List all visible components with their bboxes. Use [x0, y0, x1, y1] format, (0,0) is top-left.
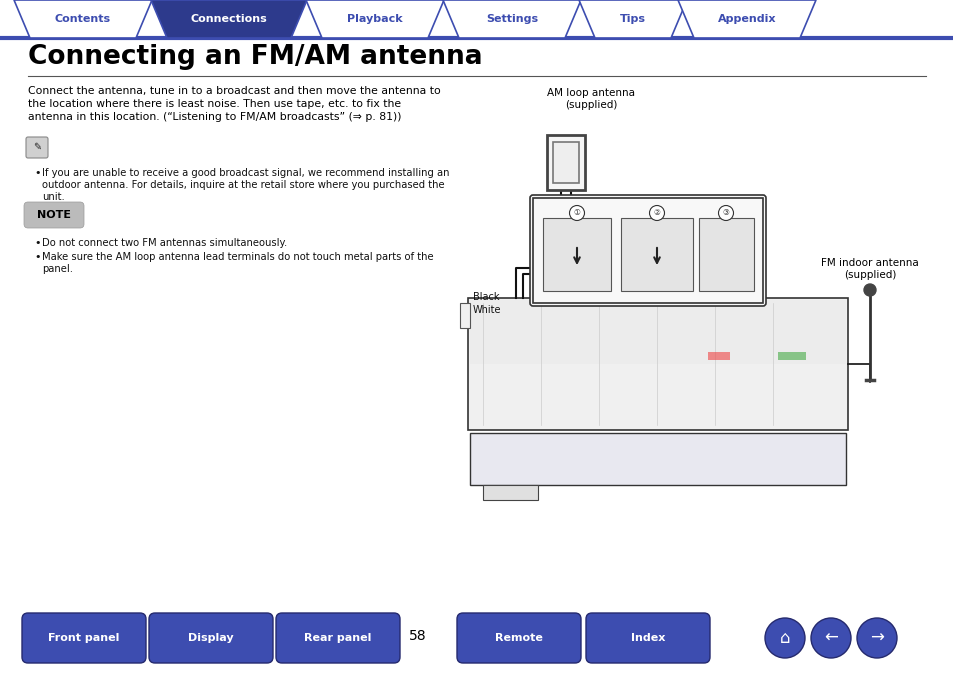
Text: Contents: Contents	[55, 14, 111, 24]
FancyBboxPatch shape	[275, 613, 399, 663]
Text: (supplied): (supplied)	[842, 270, 895, 280]
Text: ⌂: ⌂	[779, 629, 789, 647]
Bar	[699, 218, 753, 291]
Text: Black: Black	[473, 292, 499, 302]
Text: Appendix: Appendix	[717, 14, 776, 24]
Text: NOTE: NOTE	[37, 210, 71, 220]
Text: unit.: unit.	[42, 192, 65, 202]
Text: antenna in this location. (“Listening to FM/AM broadcasts” (⇒ p. 81)): antenna in this location. (“Listening to…	[28, 112, 401, 122]
Text: Connecting an FM/AM antenna: Connecting an FM/AM antenna	[28, 44, 482, 70]
Text: Display: Display	[188, 633, 233, 643]
Circle shape	[764, 618, 804, 658]
Circle shape	[569, 205, 584, 221]
FancyBboxPatch shape	[22, 613, 146, 663]
Bar	[542, 218, 610, 291]
Bar	[533, 198, 762, 303]
Polygon shape	[578, 0, 686, 38]
Text: Rear panel: Rear panel	[304, 633, 372, 643]
FancyBboxPatch shape	[530, 195, 765, 306]
Text: •: •	[34, 252, 40, 262]
Bar	[707, 352, 729, 360]
Bar	[470, 300, 845, 364]
Text: Playback: Playback	[347, 14, 402, 24]
Circle shape	[856, 618, 896, 658]
Text: the location where there is least noise. Then use tape, etc. to fix the: the location where there is least noise.…	[28, 99, 400, 109]
Text: •: •	[34, 238, 40, 248]
FancyBboxPatch shape	[26, 137, 48, 158]
Text: panel.: panel.	[42, 264, 73, 274]
Bar	[620, 218, 692, 291]
Text: AM loop antenna: AM loop antenna	[546, 88, 635, 98]
Bar	[778, 352, 805, 360]
Text: Connect the antenna, tune in to a broadcast and then move the antenna to: Connect the antenna, tune in to a broadc…	[28, 86, 440, 96]
Text: outdoor antenna. For details, inquire at the retail store where you purchased th: outdoor antenna. For details, inquire at…	[42, 180, 444, 190]
Text: ②: ②	[653, 209, 659, 217]
Text: ③: ③	[721, 209, 729, 217]
Text: ①: ①	[573, 209, 579, 217]
Bar	[470, 433, 845, 485]
Text: Front panel: Front panel	[49, 633, 119, 643]
Polygon shape	[14, 0, 152, 38]
Circle shape	[863, 284, 875, 296]
Circle shape	[718, 205, 733, 221]
Circle shape	[649, 205, 664, 221]
Text: →: →	[869, 629, 883, 647]
Polygon shape	[678, 0, 815, 38]
FancyBboxPatch shape	[24, 202, 84, 228]
Text: Tips: Tips	[619, 14, 645, 24]
Text: ✎: ✎	[33, 142, 41, 152]
Bar	[553, 142, 578, 183]
FancyBboxPatch shape	[585, 613, 709, 663]
Text: Index: Index	[630, 633, 664, 643]
Bar	[468, 298, 847, 430]
Text: 58: 58	[409, 629, 426, 643]
Bar	[546, 135, 584, 190]
Text: Settings: Settings	[485, 14, 537, 24]
Text: Do not connect two FM antennas simultaneously.: Do not connect two FM antennas simultane…	[42, 238, 287, 248]
Polygon shape	[442, 0, 580, 38]
Circle shape	[810, 618, 850, 658]
Text: FM indoor antenna: FM indoor antenna	[821, 258, 918, 268]
Text: If you are unable to receive a good broadcast signal, we recommend installing an: If you are unable to receive a good broa…	[42, 168, 449, 178]
Polygon shape	[306, 0, 443, 38]
Text: ←: ←	[823, 629, 837, 647]
Text: Remote: Remote	[495, 633, 542, 643]
Bar	[459, 303, 470, 328]
Text: White: White	[473, 305, 501, 315]
Bar	[482, 485, 537, 500]
Text: •: •	[34, 168, 40, 178]
Text: Make sure the AM loop antenna lead terminals do not touch metal parts of the: Make sure the AM loop antenna lead termi…	[42, 252, 434, 262]
FancyBboxPatch shape	[149, 613, 273, 663]
Polygon shape	[151, 0, 307, 38]
Text: (supplied): (supplied)	[564, 100, 617, 110]
Text: Connections: Connections	[191, 14, 267, 24]
FancyBboxPatch shape	[456, 613, 580, 663]
